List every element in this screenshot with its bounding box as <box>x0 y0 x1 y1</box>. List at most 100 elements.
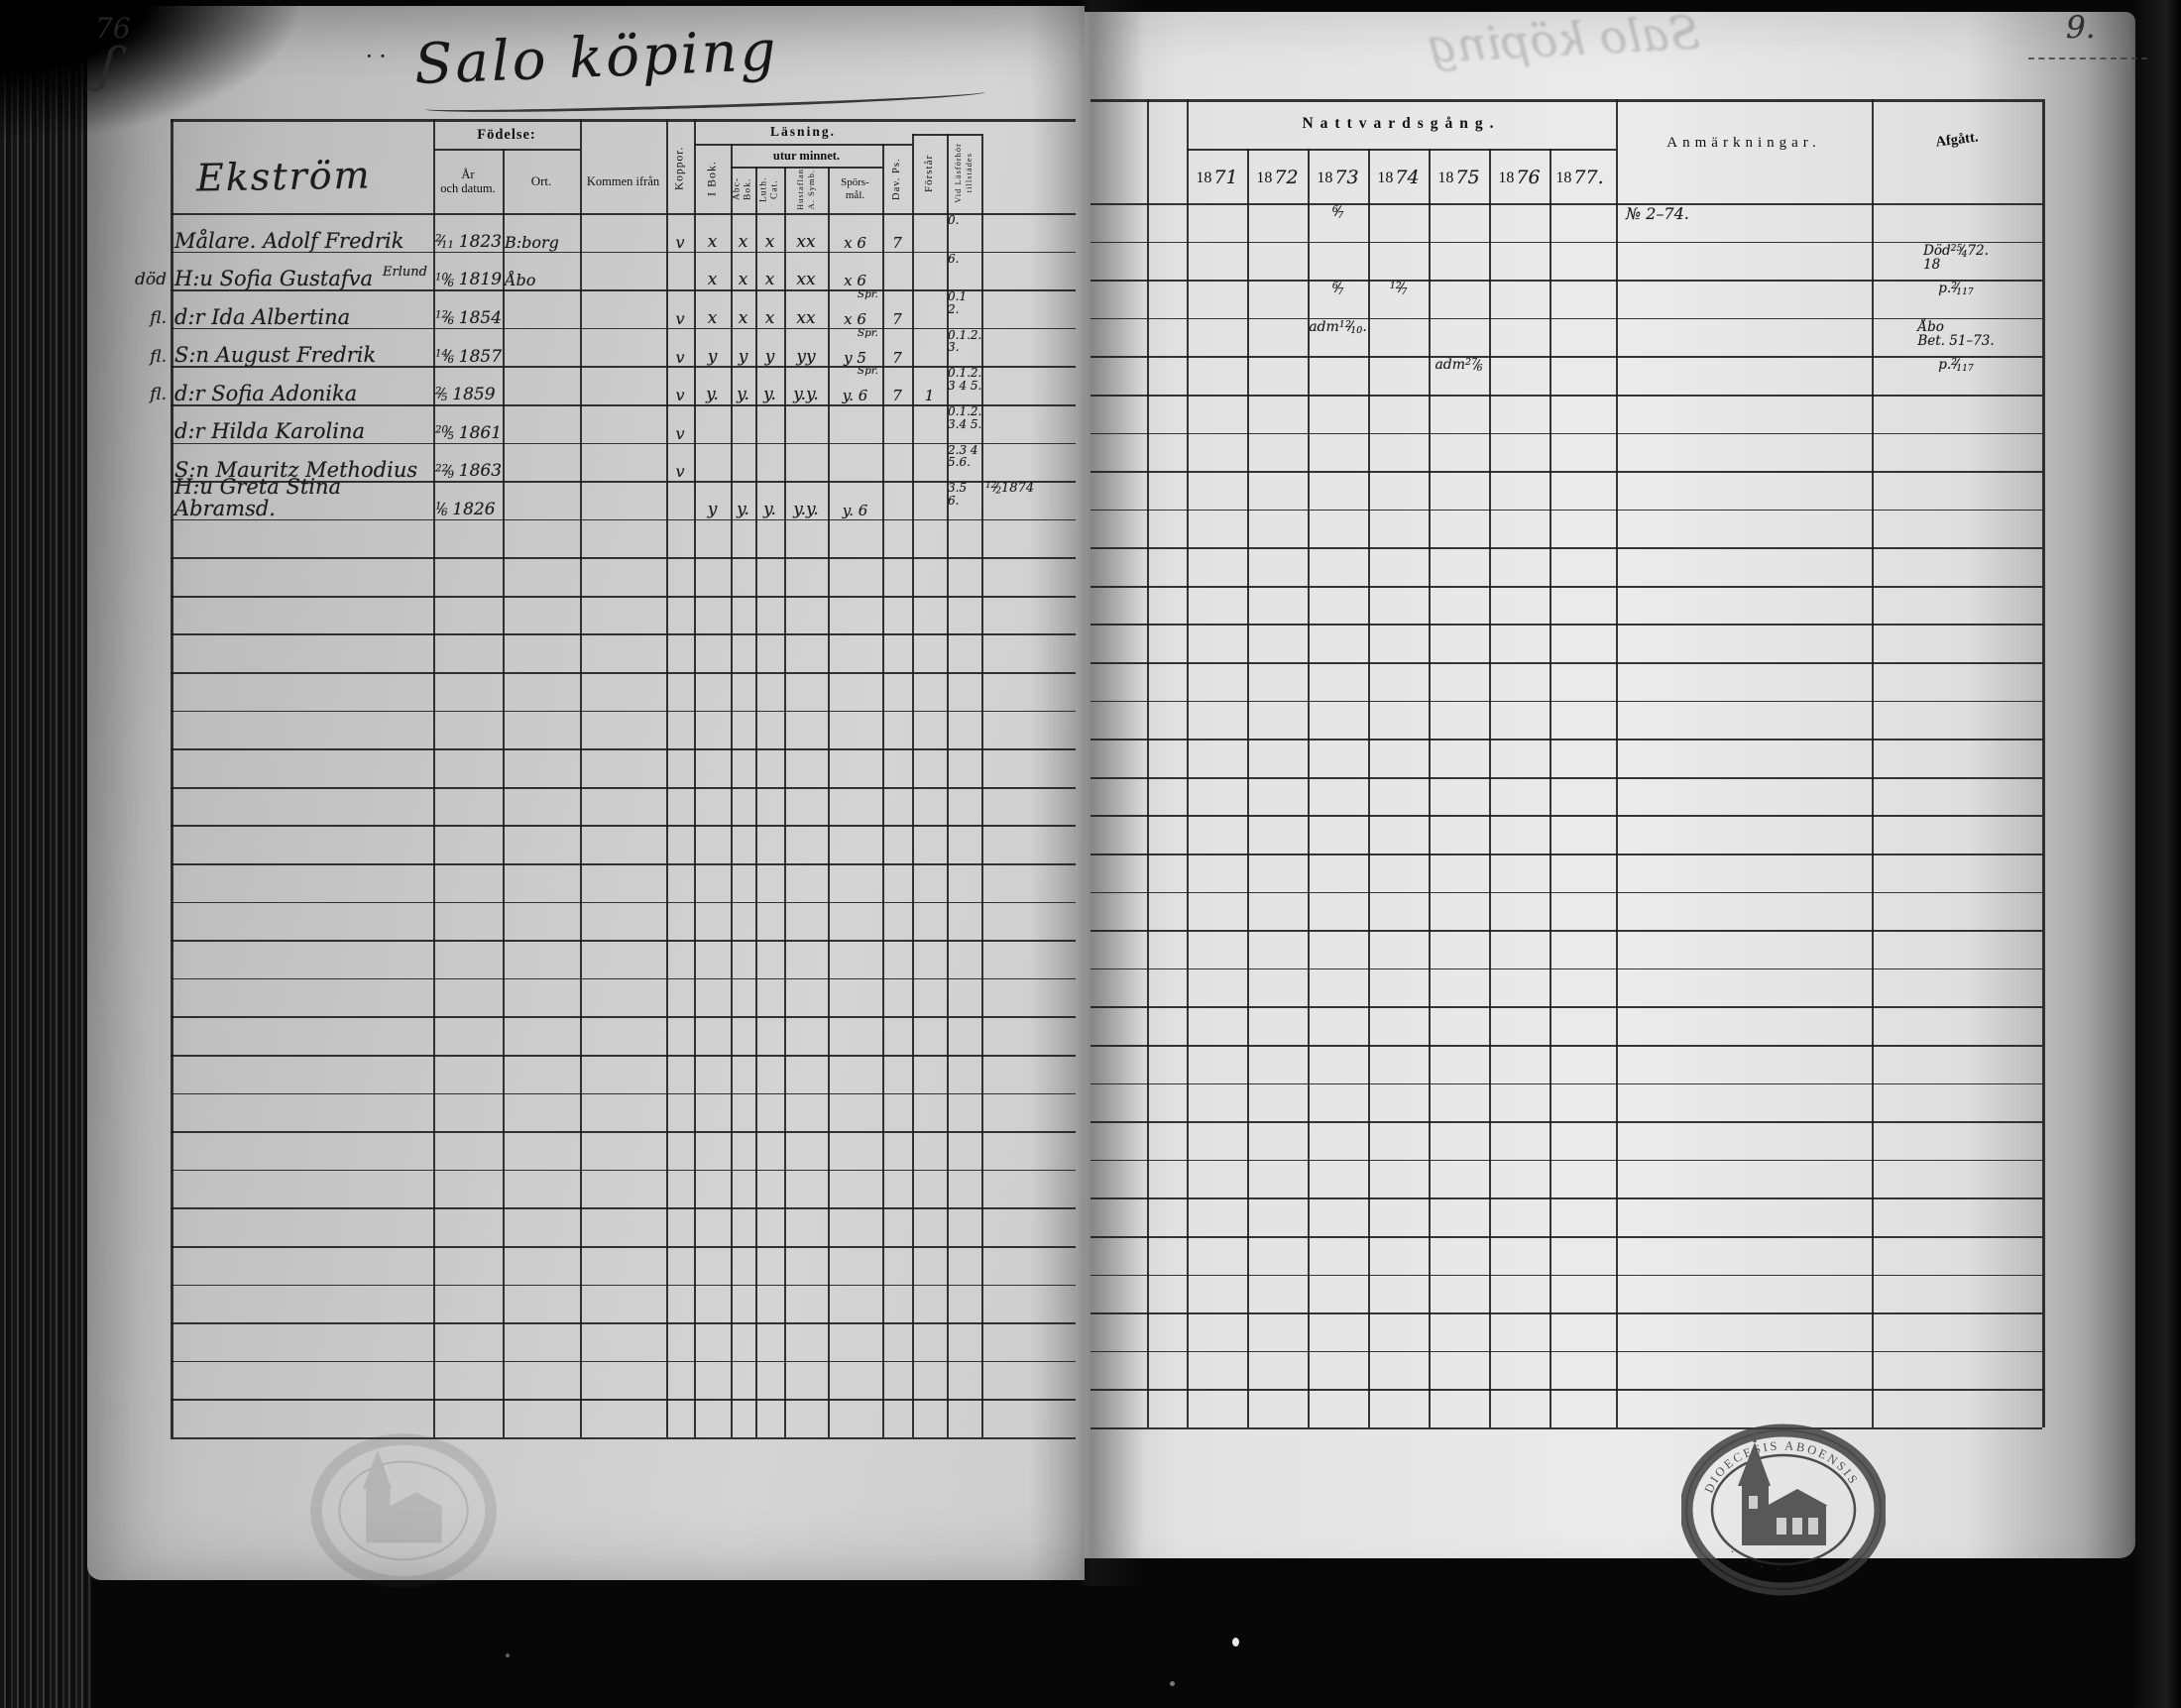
paper-speck <box>1232 1638 1239 1647</box>
grid-line <box>171 366 1076 369</box>
birth-cell: 2⁄5 1859 <box>435 385 496 405</box>
col-header-sporsmal-line1: Spörs- <box>841 176 869 189</box>
corner-shadow <box>0 0 297 139</box>
luth-cat-cell: y. <box>763 499 776 519</box>
afgatt-cell: p. 2⁄117 <box>1938 357 1974 375</box>
grid-line <box>171 672 1076 674</box>
name-cell: Målare. Adolf Fredrik <box>174 228 404 253</box>
margin-cell: död <box>135 270 167 290</box>
lasforhor-extra-cell: 12⁄2 1874 <box>985 481 1035 497</box>
col-header-ar-och-datum: År och datum. <box>433 154 503 209</box>
grid-line <box>1090 739 2042 740</box>
grid-line <box>1090 585 2042 588</box>
grid-line <box>1368 149 1370 1427</box>
archive-stamp-faint <box>310 1433 497 1588</box>
grid-line <box>1616 99 1618 1427</box>
i-bok-cell: y <box>707 346 718 367</box>
maiden-name: Erlund <box>383 265 427 281</box>
grid-line <box>828 167 830 1437</box>
grid-line <box>171 119 1076 122</box>
hustaflan-cell: yy <box>796 346 816 367</box>
birth-cell: 22⁄9 1863 <box>435 461 503 482</box>
book-gutter-shadow <box>1029 0 1144 1586</box>
col-header-nattvardsgang: Nattvardsgång. <box>1302 115 1501 133</box>
grid-line <box>1489 149 1491 1427</box>
sporsmal-cell: Spr. y 5 <box>844 326 878 367</box>
right-edge-shadow <box>2131 0 2181 1708</box>
grid-line <box>1090 394 2042 397</box>
col-header-year: 18 76 <box>1498 167 1541 189</box>
name-cell: S:n August Fredrik <box>174 343 377 368</box>
grid-line <box>1090 99 2042 102</box>
grid-line <box>947 134 949 1437</box>
grid-line <box>503 149 505 1437</box>
grid-line <box>171 977 1076 980</box>
col-header-sporsmal-line2: mål. <box>845 189 865 201</box>
grid-line <box>1090 1389 2042 1391</box>
ort-cell: B:borg <box>505 232 559 252</box>
lasforhor-cell: 2.3 4 5.6. <box>948 442 978 470</box>
grid-line <box>1090 356 2042 359</box>
grid-line <box>731 167 882 169</box>
grid-line <box>171 633 1076 636</box>
grid-line <box>912 134 914 1437</box>
grid-line <box>1090 509 2042 512</box>
i-bok-cell: x <box>707 231 718 252</box>
grid-line <box>1090 432 2042 435</box>
grid-line <box>1090 1426 2042 1429</box>
col-header-luth-cat: Luth. Cat. <box>758 176 780 202</box>
abc-bok-cell: x <box>738 307 748 328</box>
grid-line <box>171 1016 1076 1019</box>
col-header-vid-lasforhor: Vid Läsförhör tillstädes <box>947 136 981 210</box>
col-header-year: 18 71 <box>1196 167 1238 189</box>
col-header-kommen-ifran: Kommen ifrån <box>586 173 660 188</box>
grid-line <box>171 557 1076 559</box>
name-cell: S:n Mauritz Methodius <box>174 458 418 483</box>
abc-bok-cell: y. <box>737 499 749 519</box>
grid-line <box>171 1399 1076 1401</box>
ort-cell: Åbo <box>505 271 536 290</box>
col-header-ort: Ort. <box>530 172 552 188</box>
grid-line <box>1247 149 1249 1427</box>
grid-line <box>171 710 1076 713</box>
grid-line <box>1090 471 2042 473</box>
name-cell: H:u Greta Stina Abramsd. <box>174 474 342 520</box>
grid-line <box>171 481 1076 483</box>
hustaflan-cell: y.y. <box>793 385 819 405</box>
forstar-cell: 1 <box>924 387 935 405</box>
col-header-year: 18 75 <box>1437 167 1480 189</box>
grid-line <box>171 901 1076 904</box>
birth-cell: 1⁄6 1826 <box>435 499 496 519</box>
col-header-fodelse: Födelse: <box>477 126 536 143</box>
margin-cell: fl. <box>150 307 167 328</box>
grid-line <box>1187 99 1189 1427</box>
luth-cat-cell: x <box>764 231 775 252</box>
col-header-year: 18 73 <box>1317 167 1359 189</box>
page-mark-right: 9. <box>2066 10 2096 46</box>
grid-line <box>1429 149 1431 1427</box>
i-bok-cell: x <box>707 307 718 328</box>
grid-line <box>1308 149 1310 1427</box>
surname-header: Ekström <box>195 153 372 200</box>
sporsmal-cell: x 6 <box>844 233 866 252</box>
name-cell: d:r Sofia Adonika <box>174 381 358 405</box>
birth-cell: 20⁄5 1861 <box>435 422 503 443</box>
col-header-hustaflan-line1: Hustaflan <box>794 168 805 211</box>
grid-line <box>731 144 733 1437</box>
koppor-cell: v <box>675 386 685 405</box>
grid-line <box>171 748 1076 750</box>
margin-cell: fl. <box>150 346 167 367</box>
grid-line <box>1090 1235 2042 1238</box>
grid-line <box>1090 1274 2042 1277</box>
grid-line <box>171 251 1076 254</box>
grid-line <box>171 1322 1076 1324</box>
lasforhor-cell: 0.1.2. 3 4 5. <box>948 366 982 393</box>
grid-line <box>1147 99 1149 1427</box>
sporsmal-cell: y. 6 <box>842 501 868 519</box>
grid-line <box>755 167 757 1437</box>
grid-line <box>1090 317 2042 320</box>
i-bok-cell: x <box>707 270 718 290</box>
grid-line <box>171 1284 1076 1287</box>
col-header-forstar: Förstår <box>923 154 936 192</box>
